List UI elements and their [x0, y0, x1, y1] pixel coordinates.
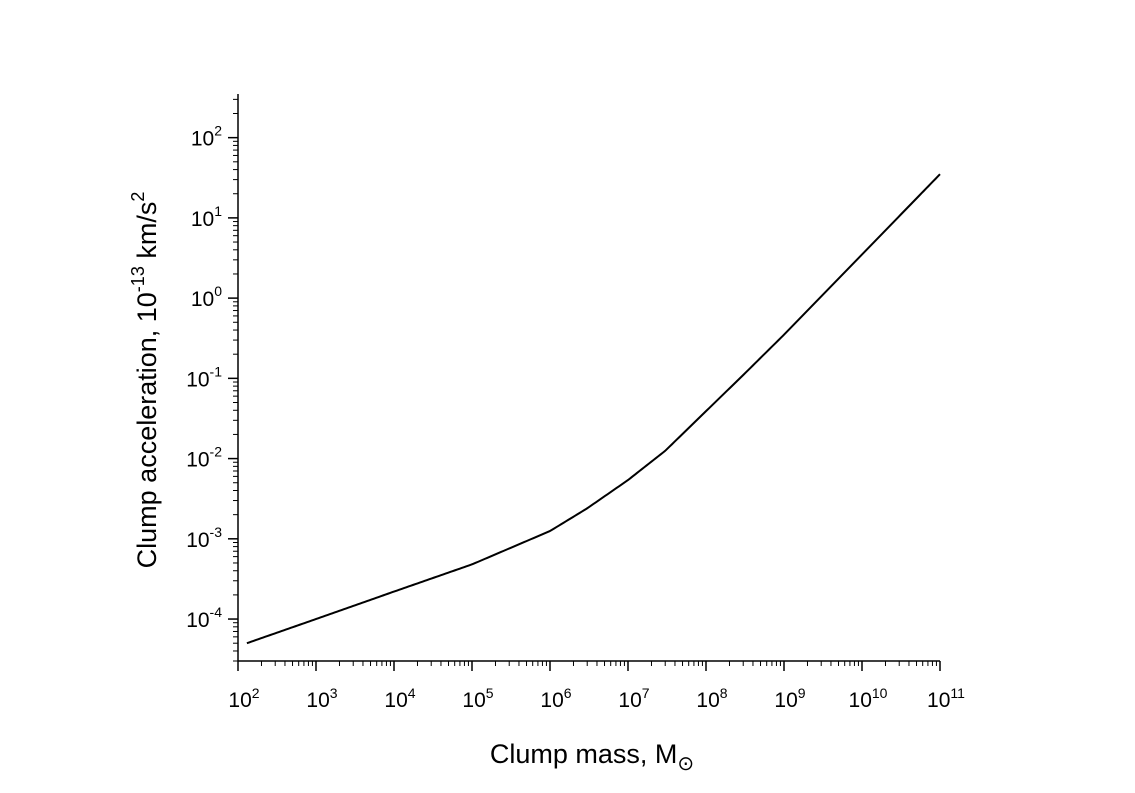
y-tick-label: 10-4: [186, 604, 222, 632]
y-tick-label: 100: [191, 283, 222, 311]
x-tick-label: 102: [228, 685, 259, 712]
x-tick-label: 107: [618, 685, 649, 712]
axes: [237, 94, 940, 662]
y-tick-label: 101: [191, 203, 222, 231]
series-line: [246, 173, 941, 645]
y-tick-label: 10-2: [186, 444, 222, 472]
x-axis-label: Clump mass, M⊙: [490, 739, 694, 775]
y-axis-label: Clump acceleration, 10-13 km/s2: [128, 192, 162, 569]
x-tick-label: 1011: [927, 685, 965, 712]
y-tick-label: 102: [191, 123, 222, 151]
y-tick-label: 10-1: [186, 363, 222, 391]
x-tick-label: 105: [462, 685, 493, 712]
x-tick-label: 106: [540, 685, 571, 712]
y-axis-ticks: 10-4 10-3 10-2 10-1 100 101 102: [186, 98, 238, 662]
x-tick-label: 108: [696, 685, 727, 712]
y-tick-label: 10-3: [186, 524, 222, 552]
series-group: [246, 173, 941, 645]
x-tick-label: 104: [384, 685, 415, 712]
sun-symbol: ⊙: [677, 753, 694, 775]
x-tick-label: 103: [306, 685, 337, 712]
x-tick-label: 1010: [849, 685, 888, 712]
x-tick-label: 109: [774, 685, 805, 712]
x-axis-ticks: 102 103 104 105 106 107 108 109 1010 1011: [228, 661, 965, 712]
